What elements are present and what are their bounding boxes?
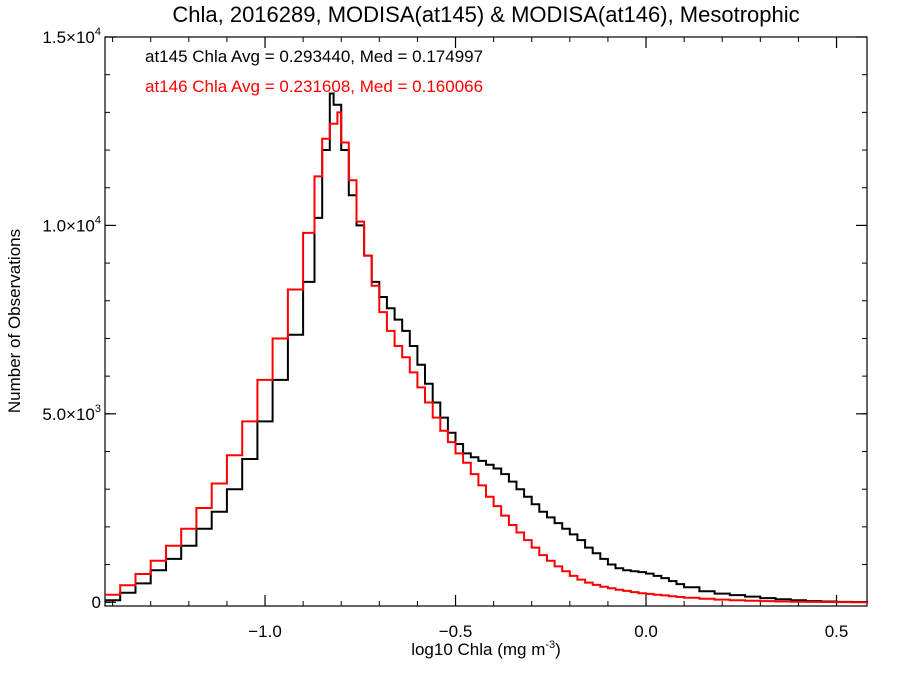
y-tick-label: 1.0×104 (42, 214, 101, 235)
plot-frame (104, 36, 868, 607)
x-tick-label: 0.5 (825, 622, 849, 641)
y-tick-label-text: 5.0×10 (42, 405, 94, 424)
x-axis-label: log10 Chla (mg m-3) (411, 639, 561, 659)
y-tick-label-exponent: 4 (95, 214, 101, 226)
annotation-at145: at145 Chla Avg = 0.293440, Med = 0.17499… (145, 47, 483, 66)
y-tick-label: 5.0×103 (42, 403, 101, 424)
annotation-at146: at146 Chla Avg = 0.231608, Med = 0.16006… (145, 77, 483, 96)
y-tick-label-exponent: 4 (95, 26, 101, 38)
chart-title: Chla, 2016289, MODISA(at145) & MODISA(at… (172, 2, 799, 27)
y-tick-label-text: 0 (92, 593, 101, 612)
x-axis-label-tail: ) (555, 640, 561, 659)
y-axis-label: Number of Observations (5, 229, 24, 413)
y-tick-label: 0 (92, 593, 101, 612)
series-line-at145 (105, 92, 868, 603)
x-tick-label: 0.0 (634, 622, 658, 641)
x-tick-label: −1.0 (248, 622, 282, 641)
x-axis-ticks: −1.0 −0.5 0.0 0.5 (248, 37, 848, 641)
y-tick-label-text: 1.0×10 (42, 216, 94, 235)
y-tick-label: 1.5×104 (42, 26, 101, 47)
x-tick-label: −0.5 (439, 622, 473, 641)
minor-ticks (105, 36, 867, 606)
histogram-series (105, 92, 868, 604)
y-tick-label-exponent: 3 (95, 403, 101, 415)
y-tick-label-text: 1.5×10 (42, 28, 94, 47)
series-line-at146 (105, 111, 867, 604)
x-axis-label-superscript: -3 (545, 639, 555, 651)
